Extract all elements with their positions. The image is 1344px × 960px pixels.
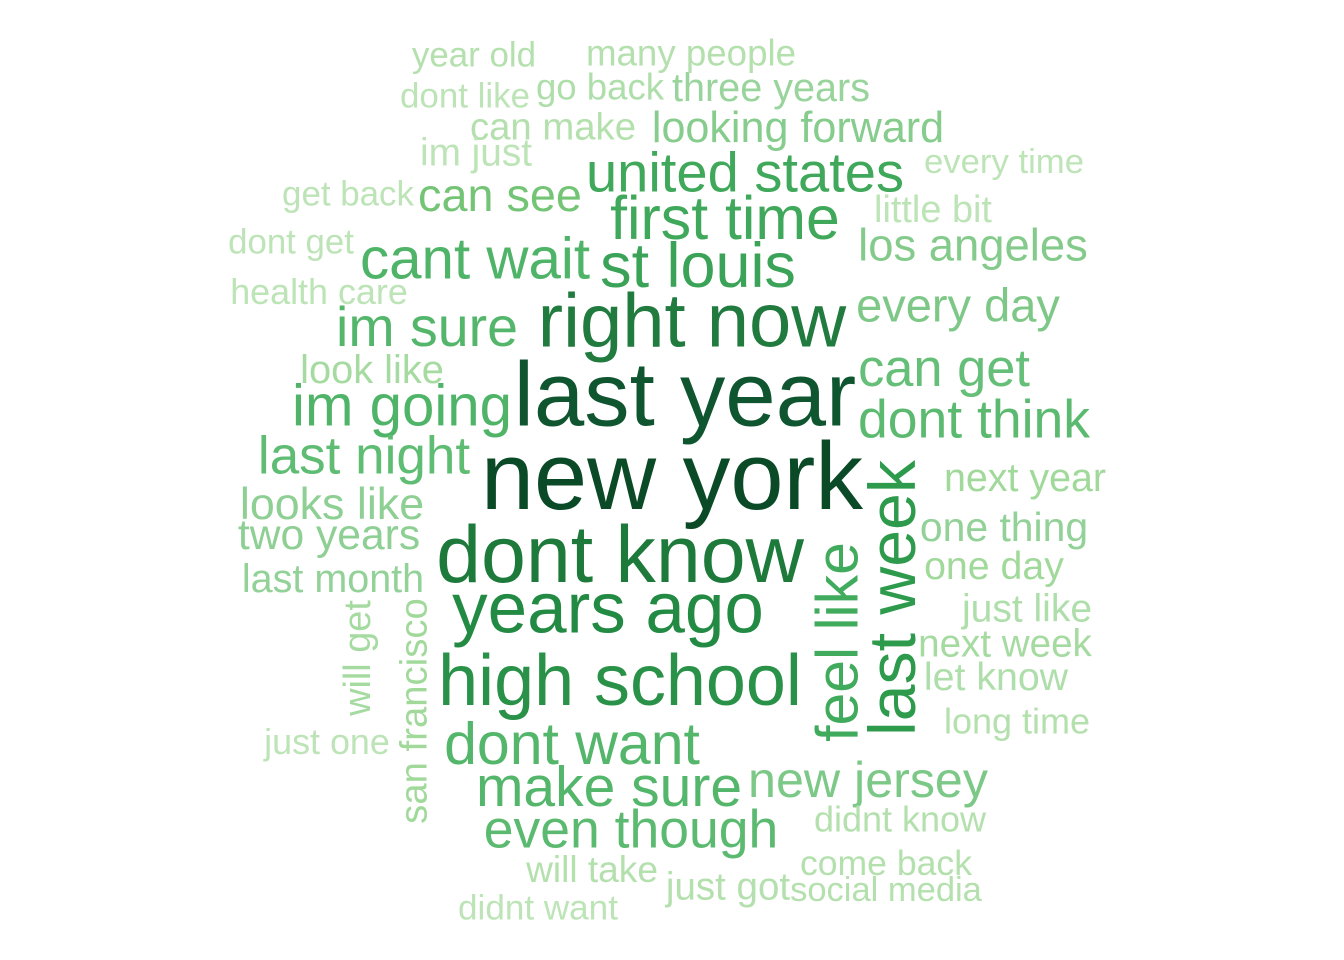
- word-new-jersey: new jersey: [748, 752, 988, 808]
- word-im-just: im just: [420, 132, 532, 175]
- word-last-night: last night: [258, 427, 470, 486]
- word-one-day: one day: [924, 544, 1064, 588]
- word-can-see: can see: [418, 169, 582, 221]
- word-looks-like: looks like: [240, 479, 424, 529]
- word-every-time: every time: [924, 143, 1084, 181]
- word-looking-forward: looking forward: [652, 104, 944, 152]
- word-year-old: year old: [412, 36, 536, 75]
- word-didnt-know: didnt know: [814, 799, 987, 840]
- word-can-make: can make: [470, 106, 636, 149]
- word-social-media: social media: [790, 871, 983, 909]
- word-can-get: can get: [858, 340, 1030, 398]
- word-long-time: long time: [944, 701, 1090, 742]
- word-los-angeles: los angeles: [858, 220, 1088, 271]
- word-make-sure: make sure: [476, 755, 742, 819]
- word-next-year: next year: [944, 456, 1106, 500]
- word-united-states: united states: [586, 141, 904, 204]
- word-let-know: let know: [924, 655, 1069, 699]
- word-will-take: will take: [525, 848, 658, 890]
- word-new-york: new york: [481, 424, 863, 530]
- word-feel-like: feel like: [806, 542, 871, 742]
- word-two-years: two years: [238, 511, 420, 559]
- word-come-back: come back: [800, 843, 972, 883]
- word-dont-want: dont want: [444, 711, 700, 777]
- word-first-time: first time: [610, 184, 840, 252]
- word-dont-get: dont get: [228, 223, 354, 262]
- word-one-thing: one thing: [920, 504, 1088, 550]
- word-high-school: high school: [438, 641, 802, 721]
- word-didnt-want: didnt want: [458, 889, 618, 928]
- word-just-got: just got: [665, 866, 790, 909]
- word-san-francisco: san francisco: [393, 598, 436, 824]
- word-little-bit: little bit: [874, 189, 992, 231]
- word-even-though: even though: [484, 801, 779, 860]
- word-next-week: next week: [918, 623, 1092, 666]
- word-dont-know: dont know: [436, 510, 805, 600]
- word-last-month: last month: [242, 557, 424, 601]
- word-st-louis: st louis: [600, 231, 796, 301]
- word-just-like: just like: [961, 588, 1092, 631]
- word-health-care: health care: [230, 272, 408, 312]
- word-get-back: get back: [282, 175, 414, 214]
- word-last-week: last week: [856, 459, 930, 736]
- word-every-day: every day: [856, 279, 1060, 332]
- word-three-years: three years: [672, 66, 870, 110]
- word-cant-wait: cant wait: [360, 227, 590, 292]
- word-many-people: many people: [586, 33, 796, 74]
- word-im-sure: im sure: [336, 296, 518, 358]
- word-years-ago: years ago: [452, 570, 764, 649]
- word-will-get: will get: [337, 600, 379, 717]
- word-im-going: im going: [292, 374, 512, 439]
- word-right-now: right now: [538, 279, 847, 364]
- word-look-like: look like: [300, 348, 444, 392]
- word-last-year: last year: [514, 345, 856, 446]
- word-dont-think: dont think: [858, 391, 1090, 450]
- word-go-back: go back: [536, 67, 665, 108]
- word-just-one: just one: [263, 722, 390, 762]
- word-dont-like: dont like: [400, 77, 530, 116]
